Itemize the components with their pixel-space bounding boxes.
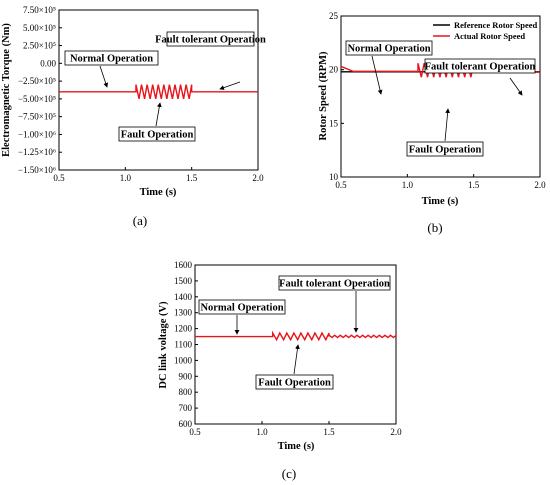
chart-c-ylabel: DC link voltage (V) [158, 301, 169, 389]
chart-a-ytick-label: −1.00×10⁶ [18, 129, 56, 139]
chart-a-arrow-normal [99, 65, 109, 88]
chart-c-note-fault-box [255, 374, 334, 390]
chart-a-xtick-label: 1.0 [120, 173, 132, 183]
chart-a-ticks: 0.5 1.0 1.5 2.0 7.50×10⁵ 5.00×10⁵ 2.50×10⁵ 0.00… [18, 5, 264, 183]
chart-a-ytick-label: 5.00×10⁵ [23, 23, 56, 33]
chart-c-ytick-label: 700 [179, 403, 193, 413]
chart-c-ytick-label: 1300 [174, 308, 193, 318]
chart-a: 0.5 1.0 1.5 2.0 7.50×10⁵ 5.00×10⁵ 2.50×10⁵ 0.00… [1, 5, 266, 228]
chart-a-note-fault-box [118, 126, 196, 142]
chart-b-ylabel: Rotor Speed (RPM) [318, 51, 329, 141]
chart-a-series-signal [59, 84, 258, 100]
chart-c-ytick-label: 1400 [174, 292, 193, 302]
chart-a-series [59, 84, 258, 100]
chart-b-ticks: 0.5 1.0 1.5 2.0 25 20 15 10 [329, 11, 546, 190]
chart-b-arrow-fault-tolerant [509, 77, 523, 96]
chart-a-ytick-label: 2.50×10⁵ [23, 41, 56, 51]
chart-b-note-normal: Normal Operation [347, 44, 430, 55]
chart-b-note-normal-box [345, 40, 433, 56]
chart-b-ytick-label: 20 [329, 65, 339, 75]
chart-c-note-normal-box [198, 299, 286, 315]
chart-a-arrow-fault-tolerant [219, 81, 241, 90]
chart-c-ytick-label: 600 [179, 419, 193, 429]
chart-b-legend-label-reference: Reference Rotor Speed [454, 20, 538, 30]
chart-a-note-fault-tolerant-box [166, 31, 255, 47]
chart-b-ytick-label: 15 [329, 118, 339, 128]
chart-a-ytick-label: −2.50×10⁵ [18, 76, 56, 86]
chart-a-ytick-label: −1.25×10⁶ [18, 147, 56, 157]
chart-b-xtick-label: 2.0 [534, 180, 546, 190]
chart-a-ytick-label: −5.00×10⁵ [18, 94, 56, 104]
chart-a-ytick-label: 0.00 [40, 58, 56, 68]
chart-b-xtick-label: 1.0 [402, 180, 414, 190]
chart-a-ylabel: Electromagnetic Torque (Nm) [1, 23, 12, 157]
chart-c-xlabel: Time (s) [278, 441, 315, 452]
chart-c-ytick-label: 800 [179, 387, 193, 397]
chart-c-xtick-label: 1.0 [256, 427, 268, 437]
chart-c-ticks: 0.5 1.0 1.5 2.0 1600 1500 1400 1300 1200 1100 1000… [174, 260, 402, 437]
chart-b-panel-label: (b) [427, 220, 442, 235]
chart-c-xtick-label: 0.5 [189, 427, 201, 437]
chart-c-ytick-label: 900 [179, 371, 193, 381]
chart-b-legend: Reference Rotor Speed Actual Rotor Speed [433, 20, 538, 41]
chart-c-series [195, 330, 397, 342]
chart-c-panel-label: (c) [282, 466, 296, 481]
chart-b-xlabel: Time (s) [422, 196, 459, 207]
chart-c-ytick-label: 1000 [174, 355, 193, 365]
chart-a-panel-label: (a) [133, 213, 147, 228]
chart-c-series-signal [195, 330, 397, 342]
chart-c-note-fault-tolerant: Fault tolerant Operation [279, 279, 390, 290]
chart-c-ytick-label: 1600 [174, 260, 193, 270]
chart-b-note-fault-tolerant: Fault tolerant Operation [425, 62, 536, 73]
chart-b-note-fault: Fault Operation [409, 145, 482, 156]
chart-c-arrow-fault [293, 344, 300, 375]
chart-b-plot-frame [340, 15, 541, 178]
chart-c-ytick-label: 1100 [174, 340, 192, 350]
chart-a-note-normal: Normal Operation [70, 54, 153, 65]
chart-a-note-normal-box [64, 50, 159, 66]
chart-b-xtick-label: 0.5 [335, 180, 347, 190]
chart-c: 0.5 1.0 1.5 2.0 1600 1500 1400 1300 1200 1100 1000… [158, 260, 402, 481]
chart-c-ytick-label: 1200 [174, 324, 193, 334]
chart-c-xtick-label: 2.0 [390, 427, 402, 437]
chart-b-arrow-fault [444, 108, 451, 142]
chart-b-arrow-normal [371, 55, 383, 95]
chart-a-ytick-label: −1.50×10⁶ [18, 165, 56, 175]
chart-a-xtick-label: 2.0 [252, 173, 264, 183]
chart-b: 0.5 1.0 1.5 2.0 25 20 15 10 Rotor Speed (RPM) T… [318, 11, 546, 235]
chart-c-note-fault: Fault Operation [258, 378, 331, 389]
chart-b-ytick-label: 25 [329, 11, 339, 21]
chart-a-xlabel: Time (s) [140, 187, 177, 198]
chart-c-note-normal: Normal Operation [200, 303, 283, 314]
chart-a-ytick-label: 7.50×10⁵ [23, 5, 56, 15]
chart-a-xtick-label: 1.5 [186, 173, 198, 183]
chart-b-note-fault-tolerant-box [424, 58, 536, 74]
chart-a-ytick-label: −7.50×10⁵ [18, 112, 56, 122]
chart-c-ytick-label: 1500 [174, 276, 193, 286]
chart-b-ytick-label: 10 [329, 172, 339, 182]
chart-c-xtick-label: 1.5 [323, 427, 335, 437]
chart-b-legend-label-actual: Actual Rotor Speed [454, 31, 525, 41]
chart-a-plot-frame [58, 9, 259, 171]
chart-a-arrow-fault [155, 102, 162, 127]
chart-b-xtick-label: 1.5 [468, 180, 480, 190]
chart-a-note-fault-tolerant: Fault tolerant Operation [155, 35, 266, 46]
chart-a-xtick-label: 0.5 [53, 173, 65, 183]
chart-a-note-fault: Fault Operation [121, 130, 194, 141]
chart-c-note-fault-tolerant-box [278, 275, 391, 291]
chart-b-note-fault-box [406, 141, 484, 157]
